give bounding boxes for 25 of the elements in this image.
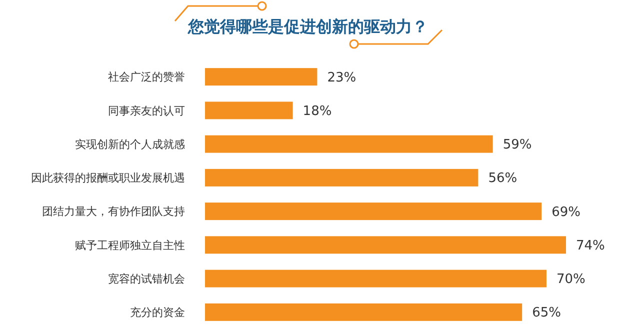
bar	[205, 202, 542, 220]
data-label: 74%	[576, 238, 605, 254]
bar	[205, 135, 493, 153]
data-label: 18%	[302, 104, 332, 119]
y-tick-label: 充分的资金	[130, 306, 185, 320]
bar	[205, 303, 522, 321]
bar	[205, 102, 293, 120]
bar	[205, 68, 318, 86]
y-tick-label: 因此获得的报酬或职业发展机遇	[31, 172, 185, 185]
y-tick-label: 团结力量大，有协作团队支持	[42, 205, 185, 218]
y-tick-label: 社会广泛的赞誉	[108, 70, 185, 84]
data-label: 69%	[552, 204, 581, 220]
y-tick-label: 赋予工程师独立自主性	[75, 238, 185, 252]
chart-title: 您觉得哪些是促进创新的驱动力？	[187, 17, 428, 36]
y-tick-label: 同事亲友的认可	[108, 104, 185, 118]
data-label: 56%	[488, 171, 518, 186]
bar	[205, 236, 566, 254]
y-tick-label: 实现创新的个人成就感	[75, 138, 185, 151]
data-label: 65%	[532, 306, 561, 321]
bar	[205, 168, 478, 186]
data-label: 70%	[556, 272, 586, 288]
y-tick-label: 宽容的试错机会	[108, 272, 185, 286]
data-label: 59%	[502, 138, 532, 153]
bar	[205, 270, 546, 288]
data-label: 23%	[327, 70, 356, 86]
